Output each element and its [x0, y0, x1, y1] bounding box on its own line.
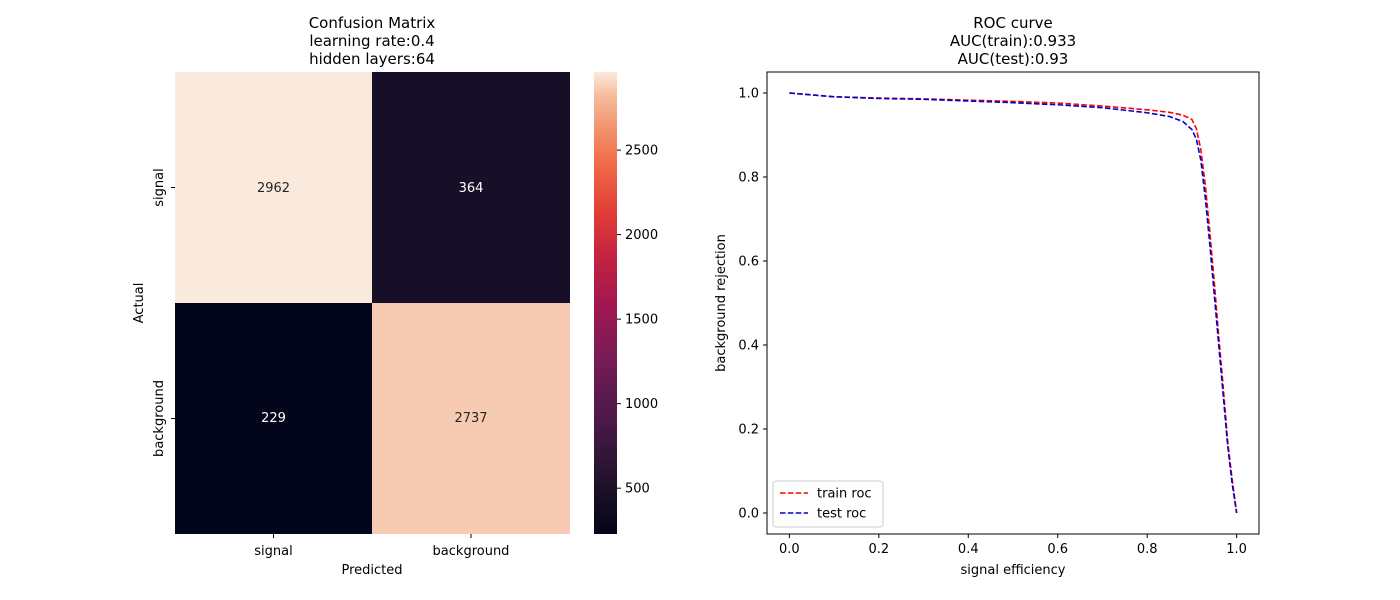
roc-line-test — [789, 92, 1238, 514]
roc-xlabel: signal efficiency — [961, 563, 1066, 578]
cm-cell-label-signal-background: 364 — [459, 181, 484, 196]
roc-xtick-label: 1.0 — [1226, 542, 1247, 557]
cm-title-line-2: learning rate:0.4 — [309, 32, 434, 50]
cm-ytick-label-signal: signal — [152, 168, 167, 206]
roc-axes-frame — [766, 71, 1260, 535]
roc-xtick-label: 0.6 — [1047, 542, 1068, 557]
cm-title-line-3: hidden layers:64 — [309, 50, 435, 68]
cm-colorbar-ticks: 500 1000 1500 2000 2500 — [617, 144, 658, 497]
roc-title-line-2: AUC(train):0.933 — [950, 32, 1076, 50]
cm-colorbar-tick-label: 2000 — [625, 228, 658, 243]
cm-cell-label-signal-signal: 2962 — [257, 181, 290, 196]
roc-ylabel: background rejection — [714, 234, 729, 372]
cm-colorbar-tick-label: 2500 — [625, 144, 658, 159]
roc-ytick-label: 0.6 — [738, 255, 759, 270]
roc-panel: ROC curve AUC(train):0.933 AUC(test):0.9… — [714, 14, 1260, 578]
roc-series-lines — [789, 92, 1238, 514]
roc-legend-label-test: test roc — [817, 507, 866, 522]
cm-cell-background-background — [372, 303, 570, 534]
roc-ytick-label: 0.0 — [738, 507, 759, 522]
cm-colorbar-tick-label: 1000 — [625, 397, 658, 412]
roc-xtick-label: 0.4 — [958, 542, 979, 557]
roc-title-line-1: ROC curve — [973, 14, 1053, 32]
cm-xlabel: Predicted — [341, 563, 402, 578]
cm-colorbar — [594, 72, 617, 534]
cm-cell-label-background-background: 2737 — [454, 411, 487, 426]
cm-colorbar-tick-label: 500 — [625, 482, 650, 497]
roc-ytick-label: 0.2 — [738, 423, 759, 438]
roc-axis-ticks: 0.0 0.2 0.4 0.6 0.8 1.0 0.0 0.2 0.4 0.6 0.8 1.0 — [738, 87, 1247, 558]
roc-legend: train roc test roc — [772, 480, 884, 528]
roc-xtick-label: 0.0 — [779, 542, 800, 557]
roc-legend-label-train: train roc — [817, 487, 872, 502]
cm-ytick-label-background: background — [152, 380, 167, 457]
cm-cell-label-background-signal: 229 — [261, 411, 286, 426]
confusion-matrix-panel: Confusion Matrix learning rate:0.4 hidde… — [132, 14, 658, 578]
roc-line-train — [789, 92, 1238, 514]
roc-xtick-label: 0.8 — [1137, 542, 1158, 557]
roc-xtick-label: 0.2 — [868, 542, 889, 557]
cm-cell-background-signal — [175, 303, 372, 534]
cm-xtick-label-signal: signal — [254, 544, 292, 559]
cm-ylabel: Actual — [132, 283, 147, 324]
cm-xtick-label-background: background — [433, 544, 510, 559]
roc-title-line-3: AUC(test):0.93 — [958, 50, 1069, 68]
cm-colorbar-tick-label: 1500 — [625, 313, 658, 328]
roc-ytick-label: 0.4 — [738, 339, 759, 354]
cm-cell-signal-background — [372, 72, 570, 303]
cm-cell-signal-signal — [175, 72, 372, 303]
roc-ytick-label: 1.0 — [738, 87, 759, 102]
roc-ytick-label: 0.8 — [738, 171, 759, 186]
cm-title-line-1: Confusion Matrix — [309, 14, 436, 32]
